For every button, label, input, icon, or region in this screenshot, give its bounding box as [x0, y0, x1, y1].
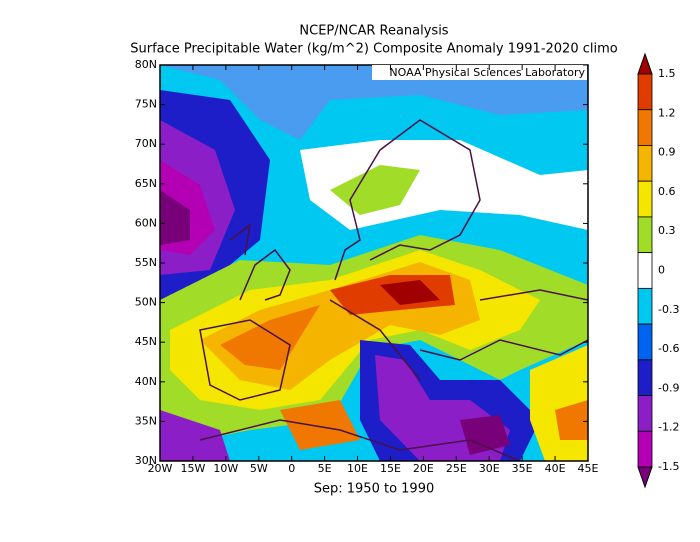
lon-label: 5E: [318, 462, 332, 475]
lon-label: 45E: [578, 462, 599, 475]
colorbar-swatch: [637, 109, 653, 146]
lon-label: 15E: [380, 462, 401, 475]
lon-label: 40E: [545, 462, 566, 475]
lat-label: 80N: [135, 58, 157, 71]
colorbar-label: 1.5: [658, 67, 676, 80]
colorbar-swatch: [637, 145, 653, 182]
lat-label: 75N: [135, 98, 157, 111]
lat-label: 35N: [135, 414, 157, 427]
lon-label: 5W: [250, 462, 268, 475]
lon-label: 25E: [446, 462, 467, 475]
lon-label: 10W: [213, 462, 238, 475]
lon-label: 15W: [180, 462, 205, 475]
colorbar-label: 0.9: [658, 146, 676, 159]
colorbar-swatch: [637, 430, 653, 468]
anomaly-field: [160, 65, 588, 461]
subtitle: Surface Precipitable Water (kg/m^2) Comp…: [130, 42, 618, 57]
lat-label: 70N: [135, 137, 157, 150]
colorbar-label: 0: [658, 264, 665, 277]
colorbar-tip: [637, 52, 653, 75]
colorbar-swatch: [637, 395, 653, 432]
colorbar-swatch: [637, 359, 653, 396]
colorbar-swatch: [637, 73, 653, 111]
colorbar-label: 1.2: [658, 106, 676, 119]
lon-label: 20E: [413, 462, 434, 475]
credit-box: [372, 65, 587, 80]
colorbar-label: -0.6: [658, 342, 679, 355]
colorbar-label: 0.3: [658, 224, 676, 237]
colorbar-label: -1.2: [658, 421, 679, 434]
colorbar-label: 0.6: [658, 185, 676, 198]
period-label: Sep: 1950 to 1990: [314, 482, 435, 497]
lon-label: 30E: [479, 462, 500, 475]
lon-label: 0: [288, 462, 295, 475]
lon-label: 35E: [512, 462, 533, 475]
title: NCEP/NCAR Reanalysis: [299, 24, 448, 39]
colorbar-tip: [637, 466, 653, 489]
colorbar-label: -0.9: [658, 381, 679, 394]
lon-label: 20W: [148, 462, 173, 475]
colorbar: 1.5 1.2 0.9 0.6 0.3 0 -0.3 -0.6 -0.9 -1.2 -1.5: [637, 52, 679, 489]
colorbar-label: -1.5: [658, 460, 679, 473]
colorbar-swatch: [637, 252, 653, 289]
colorbar-swatch: [637, 323, 653, 361]
lat-label: 45N: [135, 335, 157, 348]
credit: NOAA Physical Sciences Laboratory: [389, 66, 585, 79]
colorbar-label: -0.3: [658, 303, 679, 316]
colorbar-swatch: [637, 180, 653, 218]
lat-label: 65N: [135, 177, 157, 190]
lat-label: 30N: [135, 454, 157, 467]
colorbar-swatch: [637, 287, 653, 325]
lat-label: 50N: [135, 296, 157, 309]
lat-label: 55N: [135, 256, 157, 269]
lat-label: 60N: [135, 216, 157, 229]
colorbar-swatch: [637, 216, 653, 254]
lon-label: 10E: [347, 462, 368, 475]
lat-label: 40N: [135, 375, 157, 388]
